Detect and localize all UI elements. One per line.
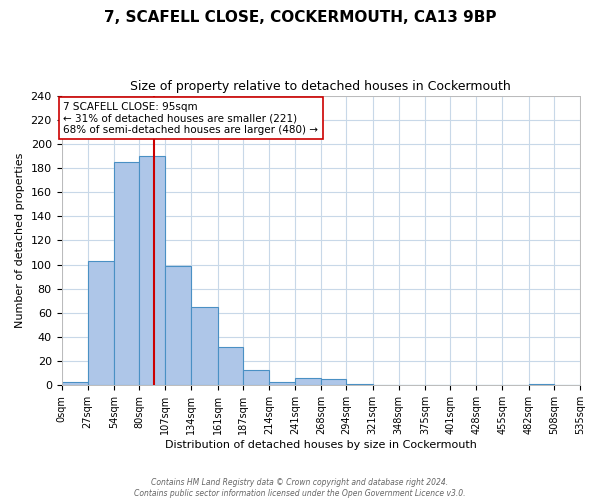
Bar xyxy=(191,307,218,386)
Bar xyxy=(139,156,165,386)
Text: 7, SCAFELL CLOSE, COCKERMOUTH, CA13 9BP: 7, SCAFELL CLOSE, COCKERMOUTH, CA13 9BP xyxy=(104,10,496,25)
Bar xyxy=(88,261,114,386)
Title: Size of property relative to detached houses in Cockermouth: Size of property relative to detached ho… xyxy=(130,80,511,93)
Y-axis label: Number of detached properties: Number of detached properties xyxy=(15,153,25,328)
Bar xyxy=(165,266,191,386)
Bar xyxy=(243,370,269,386)
Bar xyxy=(269,382,295,386)
Bar xyxy=(218,346,243,386)
Bar xyxy=(62,382,88,386)
Bar xyxy=(295,378,321,386)
Bar xyxy=(529,384,554,386)
Bar xyxy=(114,162,139,386)
X-axis label: Distribution of detached houses by size in Cockermouth: Distribution of detached houses by size … xyxy=(165,440,477,450)
Bar xyxy=(346,384,373,386)
Text: 7 SCAFELL CLOSE: 95sqm
← 31% of detached houses are smaller (221)
68% of semi-de: 7 SCAFELL CLOSE: 95sqm ← 31% of detached… xyxy=(64,102,319,135)
Bar xyxy=(321,380,346,386)
Text: Contains HM Land Registry data © Crown copyright and database right 2024.
Contai: Contains HM Land Registry data © Crown c… xyxy=(134,478,466,498)
